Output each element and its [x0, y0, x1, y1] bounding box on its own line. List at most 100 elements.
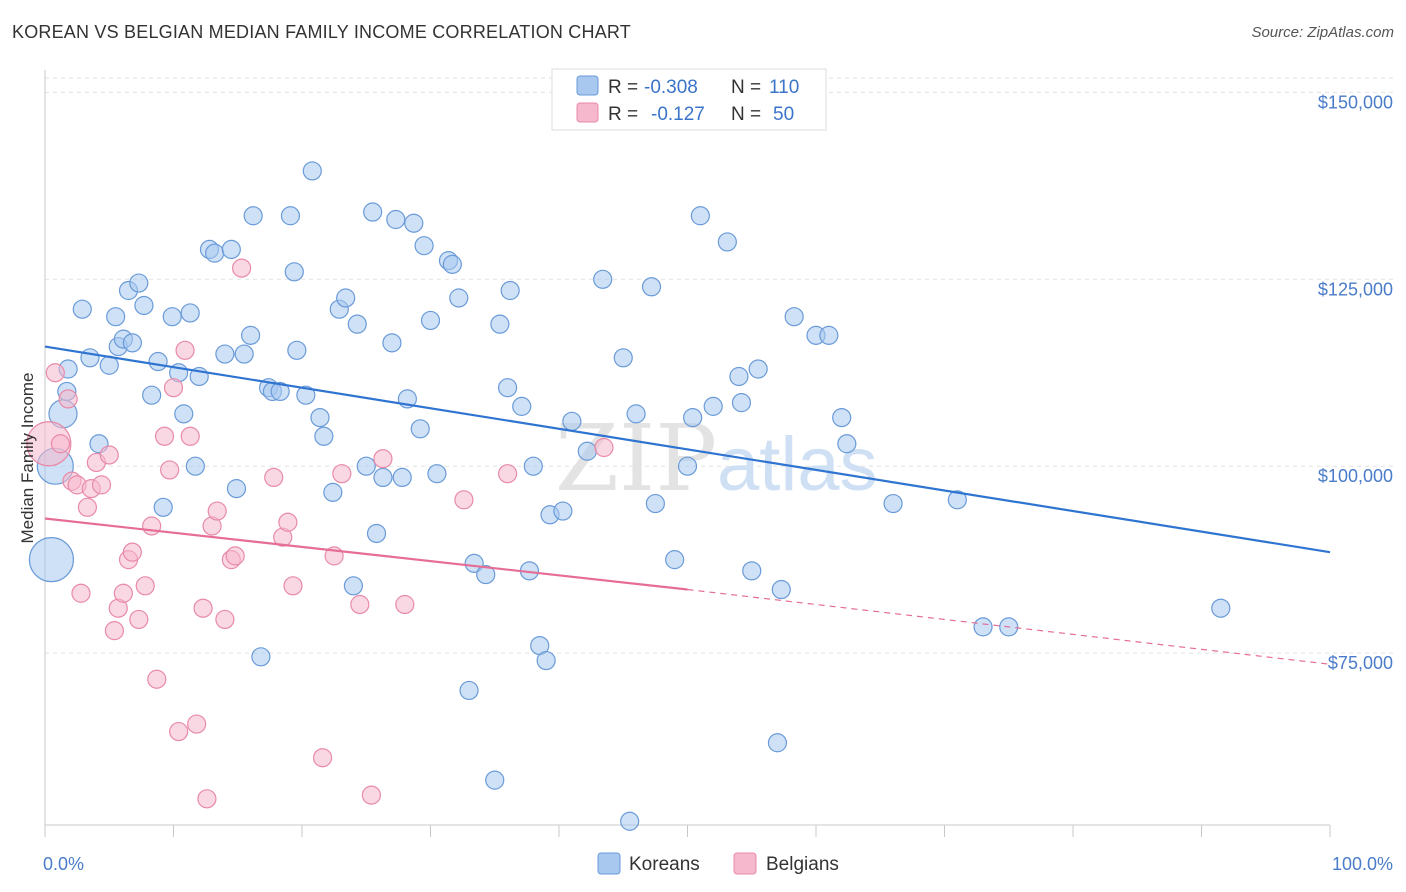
koreans-point	[832, 407, 852, 428]
bottom-legend: Koreans Belgians	[597, 852, 839, 875]
koreans-point	[241, 325, 261, 345]
koreans-point	[729, 366, 749, 387]
koreans-point	[310, 407, 330, 428]
koreans-point	[106, 307, 126, 327]
koreans-point	[185, 456, 205, 476]
belgians-trend-line	[44, 517, 688, 591]
koreans-point	[883, 493, 903, 514]
belgians-point	[122, 542, 142, 562]
koreans-point	[336, 288, 356, 308]
koreans-point	[174, 404, 194, 424]
belgians-point	[215, 609, 235, 630]
belgians-point	[395, 594, 415, 615]
belgians-point	[454, 490, 474, 510]
koreans-point	[562, 411, 582, 431]
belgians-point	[154, 426, 175, 446]
belgians-point	[361, 785, 381, 805]
koreans-point	[366, 523, 387, 544]
y-tick-label: $75,000	[1328, 653, 1393, 673]
koreans-point	[386, 209, 406, 230]
koreans-point	[512, 396, 532, 416]
belgians-point	[278, 512, 298, 532]
koreans-point	[536, 650, 556, 671]
koreans-point	[742, 561, 762, 581]
x-tick-label-max: 100.0%	[1332, 854, 1393, 874]
koreans-point	[72, 299, 92, 319]
belgians-point	[498, 464, 518, 484]
koreans-point	[1211, 598, 1231, 618]
koreans-point	[226, 479, 247, 499]
belgians-point	[135, 576, 155, 596]
koreans-point	[690, 206, 710, 226]
legend-n-label-1: N =	[731, 77, 761, 98]
belgians-point	[373, 449, 393, 469]
bottom-legend-swatch-koreans	[597, 852, 621, 875]
koreans-point	[296, 385, 316, 405]
koreans-point	[620, 811, 640, 831]
koreans-point	[122, 333, 142, 353]
belgians-point	[350, 594, 370, 615]
belgians-point	[187, 714, 207, 734]
belgians-point	[142, 516, 162, 536]
koreans-point	[771, 579, 791, 600]
koreans-point	[28, 537, 75, 583]
legend-r-value-2: -0.127	[651, 104, 705, 125]
belgians-point	[169, 721, 189, 742]
legend-n-value-2: 50	[773, 104, 794, 125]
koreans-point	[280, 206, 301, 226]
koreans-point	[382, 333, 402, 353]
koreans-point	[420, 310, 441, 331]
legend-r-value-1: -0.308	[644, 77, 698, 98]
trend-lines	[44, 345, 1331, 665]
koreans-point	[80, 348, 100, 368]
koreans-point	[427, 464, 447, 484]
koreans-point	[553, 501, 573, 521]
belgians-point	[180, 426, 200, 446]
belgians-point	[197, 789, 217, 809]
koreans-point	[302, 161, 322, 181]
belgians-point	[77, 497, 98, 517]
koreans-point	[593, 269, 613, 289]
koreans-point	[973, 617, 993, 637]
koreans-point	[251, 647, 271, 667]
koreans-point	[683, 407, 703, 428]
koreans-point	[323, 482, 343, 502]
y-axis-label: Median Family Income	[18, 372, 37, 543]
belgians-point	[332, 464, 352, 484]
koreans-point	[784, 307, 804, 327]
koreans-point	[442, 254, 462, 274]
belgians-point	[283, 576, 303, 596]
gridlines	[45, 77, 1393, 654]
legend-box: R = -0.308 N = 110 R = -0.127 N = 50	[551, 68, 827, 131]
belgians-point	[71, 583, 91, 603]
koreans-point	[449, 288, 469, 308]
belgians-point	[129, 609, 149, 630]
koreans-point	[215, 344, 235, 364]
koreans-point	[459, 680, 479, 701]
y-tick-label: $150,000	[1318, 92, 1393, 112]
koreans-point	[500, 280, 520, 301]
koreans-point	[129, 273, 149, 293]
belgians-point	[26, 421, 72, 467]
belgians-point	[147, 669, 167, 689]
koreans-point	[180, 303, 200, 323]
koreans-point	[947, 490, 967, 510]
legend-r-label-2: R =	[608, 104, 638, 125]
koreans-point	[464, 553, 484, 573]
koreans-point	[205, 243, 225, 263]
y-tick-labels: $75,000 $100,000 $125,000 $150,000	[1318, 92, 1393, 673]
koreans-point	[404, 213, 424, 233]
koreans-point	[717, 232, 737, 252]
belgians-point	[58, 389, 78, 409]
koreans-point	[665, 550, 685, 570]
koreans-point	[748, 359, 768, 379]
koreans-point	[270, 381, 290, 402]
watermark: ZIP atlas	[555, 405, 878, 512]
belgians-point	[193, 598, 213, 618]
koreans-point	[284, 262, 304, 282]
belgians-point	[160, 460, 180, 480]
belgians-point	[50, 434, 71, 454]
koreans-point	[414, 236, 434, 256]
koreans-point	[485, 770, 505, 790]
